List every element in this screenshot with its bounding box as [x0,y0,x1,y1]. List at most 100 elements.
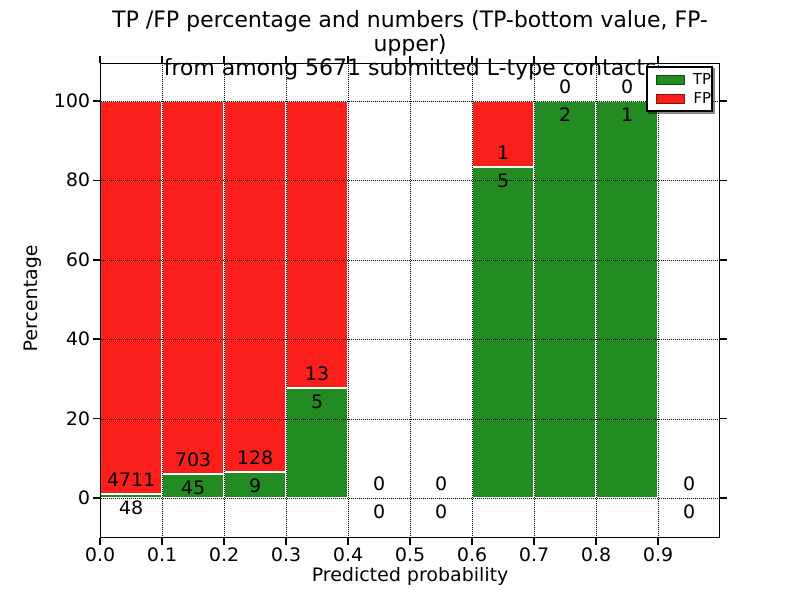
bar-segment-fp [224,101,286,472]
y-tick-left [93,179,100,182]
tp-count-label: 2 [558,104,572,127]
y-tick-left [93,338,100,340]
x-tick-top [347,56,349,63]
x-tick-label: 0.6 [456,544,488,566]
fp-count-label: 13 [304,362,330,385]
y-tick-left [93,100,100,102]
x-gridline [410,63,411,538]
y-tick-label: 40 [65,328,90,351]
fp-count-label: 1 [496,142,510,165]
y-tick-left [93,497,100,499]
bar-segment-fp [162,101,224,475]
x-tick-top [285,56,287,63]
x-tick-top [409,56,411,63]
x-gridline [162,63,163,538]
bar-segment-fp [100,101,162,494]
x-tick-bottom [595,538,597,545]
legend-swatch-fp [656,93,686,104]
x-tick-bottom [99,538,101,545]
x-tick-label: 0.9 [642,544,674,566]
tp-count-label: 5 [496,170,510,193]
y-tick-left [93,259,100,261]
y-tick-label: 0 [77,486,90,509]
y-gridline [100,180,720,182]
legend-entry-tp: TP [656,72,711,87]
bar-segment-tp [286,387,348,498]
y-tick-label: 20 [65,407,90,430]
x-tick-label: 0.3 [270,544,302,566]
x-tick-top [471,56,473,63]
tp-count-label: 5 [310,390,324,413]
fp-count-label: 0 [682,472,696,495]
fp-count-label: 0 [372,472,386,495]
y-tick-right [720,100,727,102]
y-gridline [100,497,720,499]
bar-segment-tp [224,471,286,498]
fp-count-label: 0 [434,472,448,495]
bar-segment-tp [472,167,534,498]
x-tick-bottom [347,538,349,545]
tp-count-label: 48 [118,496,144,519]
legend: TP FP [646,66,713,112]
y-tick-right [720,497,727,499]
y-tick-label: 80 [65,169,90,192]
fp-count-label: 4711 [106,468,156,491]
legend-label-tp: TP [692,70,711,88]
y-tick-right [720,259,727,261]
x-tick-bottom [223,538,225,545]
x-tick-label: 0.5 [394,544,426,566]
x-tick-bottom [161,538,163,545]
x-tick-bottom [657,538,659,545]
x-tick-label: 0.2 [208,544,240,566]
legend-swatch-tp [656,74,685,85]
y-tick-right [720,417,727,420]
y-gridline [100,101,720,103]
fp-count-label: 0 [620,76,634,99]
tp-count-label: 1 [620,104,634,127]
y-gridline [100,339,720,341]
bar-segment-tp [534,101,596,498]
bar-segment-tp [596,101,658,498]
x-gridline [658,63,659,538]
x-gridline [224,63,225,538]
y-tick-label: 60 [65,248,90,271]
x-tick-bottom [471,538,473,545]
x-gridline [472,63,473,538]
tp-count-label: 9 [248,474,262,497]
x-tick-top [657,56,659,63]
x-tick-bottom [409,538,411,545]
x-tick-bottom [533,538,535,545]
tp-count-label: 0 [372,500,386,523]
chart-title: TP /FP percentage and numbers (TP-bottom… [100,9,720,81]
chart-title-line1: TP /FP percentage and numbers (TP-bottom… [112,8,708,57]
fp-count-label: 0 [558,76,572,99]
x-axis-label: Predicted probability [311,564,509,586]
x-gridline [534,63,535,538]
x-tick-label: 0.7 [518,544,550,566]
x-tick-label: 0.0 [84,544,116,566]
x-tick-label: 0.1 [146,544,178,566]
legend-label-fp: FP [693,89,711,107]
fp-count-label: 128 [236,446,274,469]
y-tick-right [720,338,727,340]
y-tick-right [720,179,727,182]
x-gridline [286,63,287,538]
x-tick-top [161,56,163,63]
x-tick-label: 0.8 [580,544,612,566]
bar-segment-fp [472,101,534,168]
y-gridline [100,259,720,261]
plot-area [100,63,720,538]
x-gridline [348,63,349,538]
x-tick-bottom [285,538,287,545]
x-tick-top [223,56,225,63]
y-tick-left [93,417,100,420]
x-tick-top [595,56,597,63]
tp-count-label: 0 [434,500,448,523]
x-tick-top [99,56,101,63]
tp-count-label: 45 [180,477,206,500]
